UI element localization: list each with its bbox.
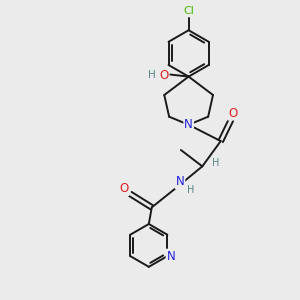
Text: O: O bbox=[119, 182, 128, 195]
Text: H: H bbox=[212, 158, 219, 168]
Text: H: H bbox=[187, 185, 194, 195]
Text: N: N bbox=[167, 250, 175, 262]
Text: H: H bbox=[148, 70, 156, 80]
Text: O: O bbox=[228, 106, 237, 120]
Text: N: N bbox=[184, 118, 193, 131]
Text: N: N bbox=[176, 175, 184, 188]
Text: Cl: Cl bbox=[183, 6, 194, 16]
Text: O: O bbox=[159, 69, 169, 82]
